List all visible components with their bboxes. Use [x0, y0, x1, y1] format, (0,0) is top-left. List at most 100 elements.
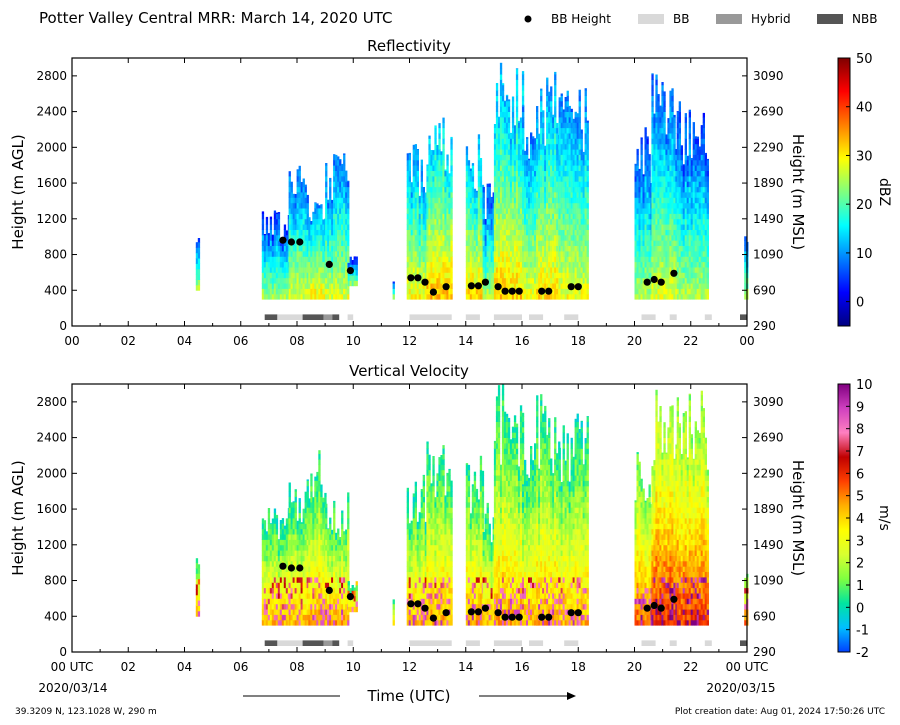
- echo-cell: [655, 79, 658, 86]
- echo-cell: [663, 267, 666, 273]
- echo-cell: [493, 138, 497, 145]
- echo-cell: [560, 93, 563, 96]
- echo-cell: [444, 251, 447, 257]
- echo-cell: [267, 277, 271, 284]
- echo-cell: [482, 208, 485, 214]
- echo-cell: [501, 133, 505, 139]
- echo-cell: [694, 213, 697, 220]
- echo-cell: [467, 245, 471, 252]
- echo-cell: [515, 245, 519, 252]
- echo-cell: [298, 293, 301, 300]
- echo-cell: [582, 256, 585, 263]
- echo-cell: [310, 261, 313, 268]
- echo-cell: [534, 267, 537, 273]
- echo-cell: [327, 272, 330, 279]
- echo-cell: [290, 288, 293, 295]
- echo-cell: [347, 197, 350, 204]
- echo-cell: [564, 170, 567, 177]
- echo-cell: [706, 261, 709, 268]
- echo-cell: [513, 202, 517, 209]
- echo-cell: [503, 218, 507, 225]
- echo-cell: [570, 224, 573, 230]
- echo-cell: [554, 127, 557, 134]
- echo-cell: [490, 224, 493, 230]
- echo-cell: [651, 73, 654, 75]
- echo-cell: [682, 283, 685, 289]
- echo-cell: [562, 202, 565, 209]
- echo-cell: [570, 122, 573, 129]
- echo-cell: [499, 74, 503, 80]
- echo-cell: [673, 154, 676, 161]
- echo-cell: [422, 251, 425, 257]
- echo-cell: [538, 133, 541, 139]
- echo-cell: [566, 133, 569, 139]
- echo-cell: [469, 181, 473, 188]
- echo-cell: [638, 208, 641, 214]
- echo-cell: [450, 138, 453, 145]
- reflectivity-panel: Reflectivity 00 02 04 06 08 10 12 14 16 18 20 22 000…: [9, 37, 892, 348]
- echo-cell: [536, 218, 539, 225]
- echo-cell: [653, 288, 656, 295]
- echo-cell: [688, 293, 691, 300]
- echo-cell: [532, 197, 535, 204]
- echo-cell: [511, 240, 515, 246]
- echo-cell: [347, 245, 350, 252]
- echo-cell: [501, 261, 505, 268]
- echo-cell: [482, 186, 485, 193]
- echo-cell: [636, 218, 639, 225]
- echo-cell: [676, 170, 679, 177]
- echo-cell: [556, 267, 559, 273]
- echo-cell: [343, 159, 346, 166]
- echo-cell: [644, 272, 647, 279]
- echo-cell: [669, 170, 672, 177]
- echo-cell: [572, 288, 575, 295]
- echo-cell: [341, 267, 344, 273]
- echo-cell: [640, 138, 643, 145]
- echo-cell: [337, 186, 340, 193]
- echo-cell: [665, 218, 668, 225]
- echo-cell: [552, 154, 555, 161]
- echo-cell: [706, 245, 709, 252]
- echo-cell: [412, 186, 415, 193]
- echo-cell: [426, 213, 429, 220]
- echo-cell: [444, 261, 447, 268]
- echo-cell: [544, 175, 547, 182]
- echo-cell: [544, 186, 547, 193]
- echo-cell: [696, 136, 699, 139]
- echo-cell: [542, 122, 545, 129]
- echo-cell: [542, 272, 545, 279]
- echo-cell: [294, 229, 297, 236]
- echo-cell: [552, 234, 555, 241]
- echo-cell: [522, 272, 525, 279]
- echo-cell: [414, 197, 417, 204]
- echo-cell: [438, 123, 441, 129]
- echo-cell: [434, 125, 437, 128]
- echo-cell: [310, 251, 313, 257]
- echo-cell: [320, 283, 323, 289]
- echo-cell: [337, 234, 340, 241]
- echo-cell: [442, 251, 445, 257]
- echo-cell: [428, 181, 431, 188]
- echo-cell: [467, 272, 471, 279]
- echo-cell: [292, 272, 295, 279]
- echo-cell: [558, 218, 561, 225]
- echo-cell: [576, 267, 579, 273]
- echo-cell: [513, 224, 517, 230]
- echo-cell: [288, 256, 291, 263]
- echo-cell: [450, 149, 453, 155]
- echo-cell: [292, 229, 295, 236]
- echo-cell: [550, 186, 553, 193]
- echo-cell: [682, 202, 685, 209]
- echo-cell: [700, 288, 703, 295]
- echo-cell: [671, 149, 674, 155]
- echo-cell: [522, 170, 525, 177]
- echo-cell: [195, 242, 199, 248]
- echo-cell: [273, 229, 277, 236]
- echo-cell: [497, 267, 501, 273]
- echo-cell: [312, 251, 315, 257]
- echo-cell: [534, 186, 537, 193]
- echo-cell: [331, 199, 334, 204]
- echo-cell: [522, 127, 525, 134]
- echo-cell: [471, 170, 475, 177]
- echo-cell: [653, 240, 656, 246]
